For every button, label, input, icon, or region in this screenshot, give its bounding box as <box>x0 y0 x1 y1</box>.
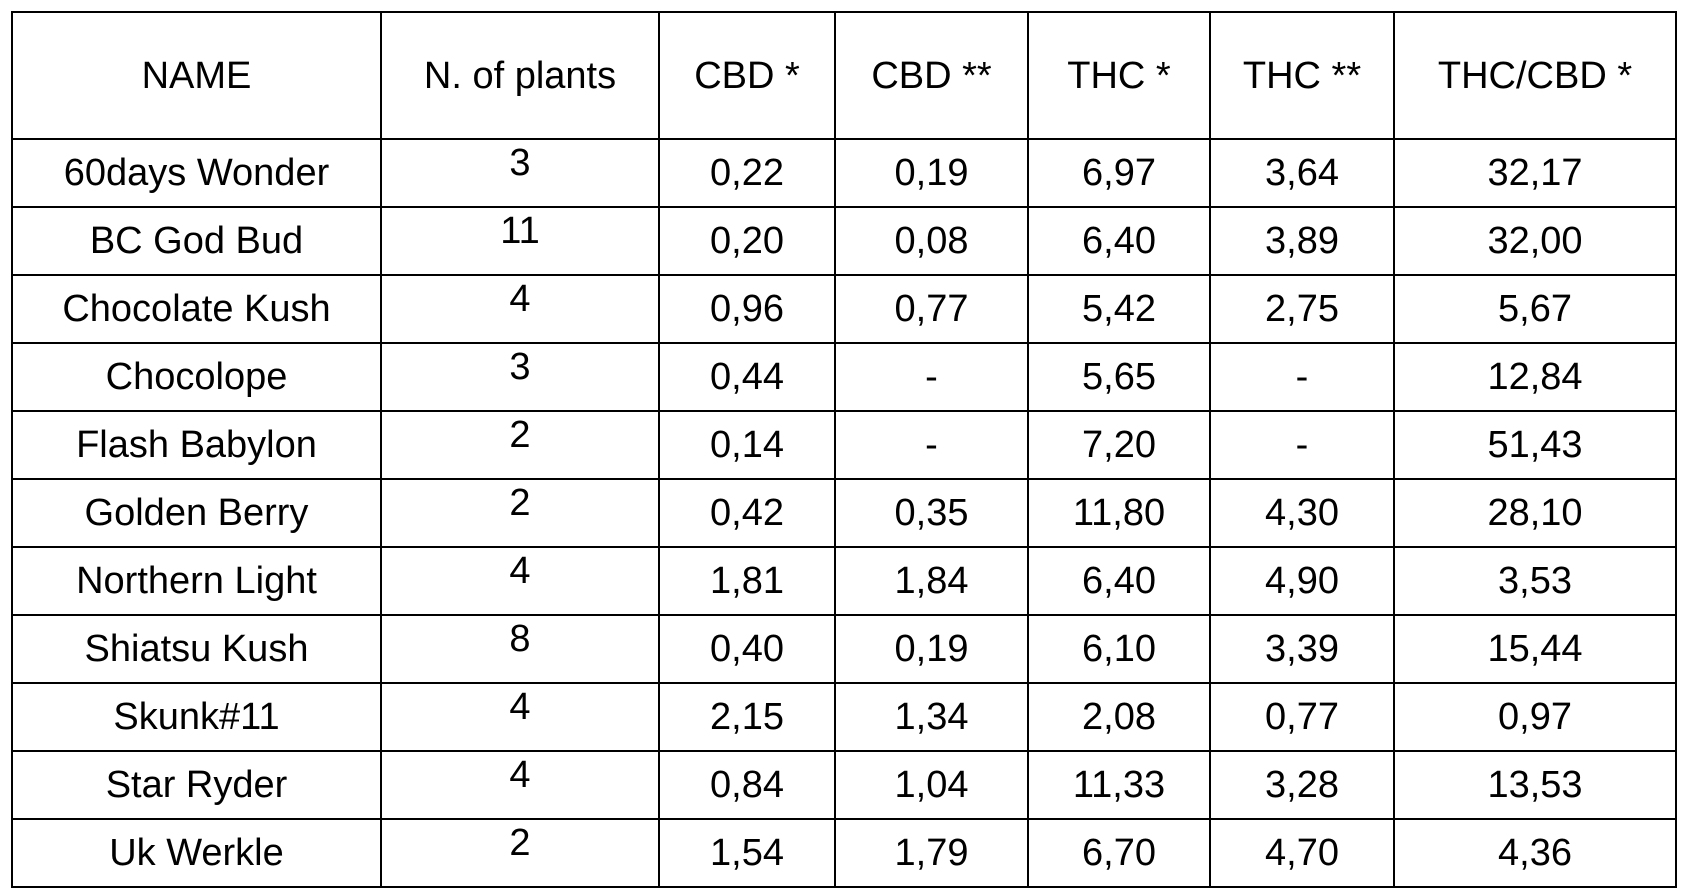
cell-thc-1: 11,80 <box>1028 479 1210 547</box>
cell-plant-count: 2 <box>381 411 659 479</box>
cell-thc-1: 5,65 <box>1028 343 1210 411</box>
cell-cbd-2: 0,19 <box>835 139 1028 207</box>
cell-cbd-2: 1,84 <box>835 547 1028 615</box>
table-row: Star Ryder40,841,0411,333,2813,53 <box>12 751 1676 819</box>
table-row: 60days Wonder30,220,196,973,6432,17 <box>12 139 1676 207</box>
cell-thc-2: 3,28 <box>1210 751 1394 819</box>
cell-name: Shiatsu Kush <box>12 615 381 683</box>
cell-cbd-1: 1,54 <box>659 819 835 887</box>
cell-plant-count: 2 <box>381 479 659 547</box>
cell-name: Northern Light <box>12 547 381 615</box>
cell-thc-2: 3,89 <box>1210 207 1394 275</box>
cell-name: Uk Werkle <box>12 819 381 887</box>
cell-thc-2: - <box>1210 411 1394 479</box>
cell-plant-count: 4 <box>381 547 659 615</box>
cell-cbd-2: 0,19 <box>835 615 1028 683</box>
cell-cbd-1: 0,20 <box>659 207 835 275</box>
cell-thc-1: 6,10 <box>1028 615 1210 683</box>
table-row: Uk Werkle21,541,796,704,704,36 <box>12 819 1676 887</box>
cell-cbd-2: 0,08 <box>835 207 1028 275</box>
cell-plant-count: 8 <box>381 615 659 683</box>
cell-thc-cbd-ratio: 51,43 <box>1394 411 1676 479</box>
cell-thc-1: 7,20 <box>1028 411 1210 479</box>
cell-thc-cbd-ratio: 32,17 <box>1394 139 1676 207</box>
cell-thc-1: 6,97 <box>1028 139 1210 207</box>
header-name: NAME <box>12 12 381 139</box>
cell-cbd-1: 1,81 <box>659 547 835 615</box>
cell-thc-cbd-ratio: 3,53 <box>1394 547 1676 615</box>
cell-name: Chocolate Kush <box>12 275 381 343</box>
cell-thc-cbd-ratio: 28,10 <box>1394 479 1676 547</box>
table-row: Flash Babylon20,14-7,20-51,43 <box>12 411 1676 479</box>
cell-cbd-2: 1,79 <box>835 819 1028 887</box>
cell-plant-count: 4 <box>381 275 659 343</box>
cell-cbd-2: 0,35 <box>835 479 1028 547</box>
cell-plant-count: 3 <box>381 343 659 411</box>
cell-cbd-2: - <box>835 343 1028 411</box>
cell-thc-1: 6,40 <box>1028 547 1210 615</box>
cell-name: Golden Berry <box>12 479 381 547</box>
cell-thc-2: 3,64 <box>1210 139 1394 207</box>
cell-thc-2: 2,75 <box>1210 275 1394 343</box>
header-thc-1: THC * <box>1028 12 1210 139</box>
cell-name: Flash Babylon <box>12 411 381 479</box>
cell-name: 60days Wonder <box>12 139 381 207</box>
table-row: Chocolope30,44-5,65-12,84 <box>12 343 1676 411</box>
cell-cbd-2: - <box>835 411 1028 479</box>
cell-thc-cbd-ratio: 13,53 <box>1394 751 1676 819</box>
cell-cbd-1: 0,84 <box>659 751 835 819</box>
cell-thc-cbd-ratio: 0,97 <box>1394 683 1676 751</box>
cell-cbd-1: 0,14 <box>659 411 835 479</box>
cell-name: Skunk#11 <box>12 683 381 751</box>
table-row: BC God Bud110,200,086,403,8932,00 <box>12 207 1676 275</box>
cell-thc-2: - <box>1210 343 1394 411</box>
cell-plant-count: 3 <box>381 139 659 207</box>
cell-thc-cbd-ratio: 4,36 <box>1394 819 1676 887</box>
cell-cbd-1: 0,22 <box>659 139 835 207</box>
strain-cannabinoid-table: NAME N. of plants CBD * CBD ** THC * THC… <box>11 11 1677 888</box>
cell-cbd-1: 0,96 <box>659 275 835 343</box>
cell-cbd-1: 0,40 <box>659 615 835 683</box>
table-row: Northern Light41,811,846,404,903,53 <box>12 547 1676 615</box>
cell-cbd-1: 2,15 <box>659 683 835 751</box>
cell-cbd-1: 0,42 <box>659 479 835 547</box>
cell-plant-count: 4 <box>381 751 659 819</box>
cell-name: Star Ryder <box>12 751 381 819</box>
table-header-row: NAME N. of plants CBD * CBD ** THC * THC… <box>12 12 1676 139</box>
cell-thc-1: 2,08 <box>1028 683 1210 751</box>
cell-thc-2: 4,90 <box>1210 547 1394 615</box>
cell-thc-cbd-ratio: 12,84 <box>1394 343 1676 411</box>
table-row: Chocolate Kush40,960,775,422,755,67 <box>12 275 1676 343</box>
header-cbd-1: CBD * <box>659 12 835 139</box>
cell-thc-cbd-ratio: 5,67 <box>1394 275 1676 343</box>
cell-cbd-2: 1,34 <box>835 683 1028 751</box>
cell-name: Chocolope <box>12 343 381 411</box>
table-row: Skunk#1142,151,342,080,770,97 <box>12 683 1676 751</box>
header-plant-count: N. of plants <box>381 12 659 139</box>
cell-thc-2: 4,30 <box>1210 479 1394 547</box>
cell-thc-2: 4,70 <box>1210 819 1394 887</box>
table-row: Shiatsu Kush80,400,196,103,3915,44 <box>12 615 1676 683</box>
cell-plant-count: 4 <box>381 683 659 751</box>
cell-thc-1: 6,40 <box>1028 207 1210 275</box>
cell-thc-1: 6,70 <box>1028 819 1210 887</box>
cell-thc-1: 5,42 <box>1028 275 1210 343</box>
table-row: Golden Berry20,420,3511,804,3028,10 <box>12 479 1676 547</box>
header-thc-2: THC ** <box>1210 12 1394 139</box>
cell-plant-count: 11 <box>381 207 659 275</box>
header-thc-cbd-ratio: THC/CBD * <box>1394 12 1676 139</box>
cell-thc-cbd-ratio: 15,44 <box>1394 615 1676 683</box>
cell-cbd-2: 1,04 <box>835 751 1028 819</box>
cell-plant-count: 2 <box>381 819 659 887</box>
header-cbd-2: CBD ** <box>835 12 1028 139</box>
cell-cbd-2: 0,77 <box>835 275 1028 343</box>
cell-cbd-1: 0,44 <box>659 343 835 411</box>
cell-name: BC God Bud <box>12 207 381 275</box>
cell-thc-2: 3,39 <box>1210 615 1394 683</box>
cell-thc-2: 0,77 <box>1210 683 1394 751</box>
cell-thc-1: 11,33 <box>1028 751 1210 819</box>
cell-thc-cbd-ratio: 32,00 <box>1394 207 1676 275</box>
